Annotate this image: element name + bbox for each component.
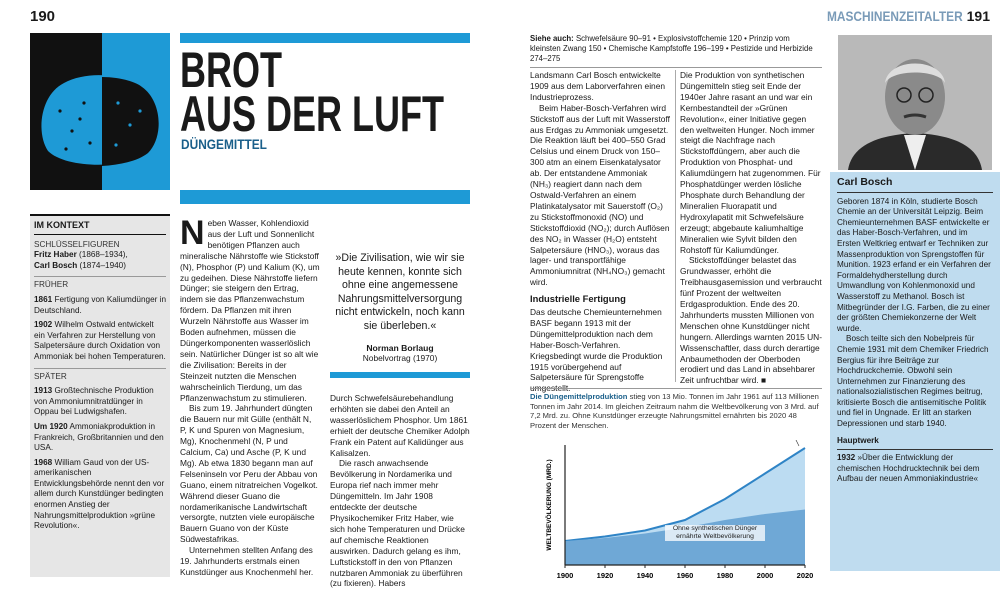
key-figure: Carl Bosch (1874–1940) [34,261,166,272]
year: Um 1920 [34,421,68,431]
chart-subtitle: stieg von 13 Mio. Tonnen im Jahr 1961 au… [530,392,819,430]
see-also: Siehe auch: Schwefelsäure 90–91 • Explos… [530,34,822,68]
page-number: 191 [966,8,990,24]
quote-author: Norman Borlaug [366,343,434,353]
portrait [838,35,992,170]
timeline-item: Um 1920 Ammoniakproduktion in Frankreich… [34,422,166,454]
event: William Gaud von der US-amerikanischen E… [34,457,165,531]
paragraph: Durch Schwefelsäurebehandlung erhöhten s… [330,393,470,458]
x-tick-label: 1980 [717,571,734,580]
timeline-item: 1861 Fertigung von Kaliumdünger in Deuts… [34,295,166,316]
quote-text: »Die Zivilisation, wie wir sie heute ken… [335,252,465,332]
x-tick-label: 1920 [597,571,614,580]
chart: 1900 1920 1940 1960 1980 2000 2020 WELTBEVÖLKER… [544,440,814,580]
x-tick-label: 2020 [797,571,814,580]
timeline-item: 1902 Wilhelm Ostwald entwickelt ein Verf… [34,320,166,362]
see-also-text: Schwefelsäure 90–91 • Explosivstoffchemi… [530,34,813,63]
year: 1861 [34,294,53,304]
text-column: Landsmann Carl Bosch entwickelte 1909 au… [530,70,670,394]
event: Wilhelm Ostwald entwickelt ein Verfahren… [34,320,166,361]
event: Ammoniakproduktion in Frankreich, Großbr… [34,421,164,453]
color-bar [180,33,470,43]
context-heading: IM KONTEXT [34,220,166,235]
title-line: BROT [180,42,282,98]
key-figure: Fritz Haber (1868–1934), [34,250,166,261]
profile-text: Geboren 1874 in Köln, studierte Bosch Ch… [837,196,991,333]
text-column: N eben Wasser, Kohlendioxid aus der Luft… [180,214,320,578]
name: Carl Bosch [34,260,78,270]
text-column: Die Produktion von synthetischen Düngemi… [680,70,822,386]
year: 1902 [34,320,53,330]
section-heading: Industrielle Fertigung [530,293,626,305]
context-label: SPÄTER [34,367,166,383]
bread-illustration [30,33,170,190]
y-axis-label: WELTBEVÖLKERUNG (MRD.) [544,459,553,550]
paragraph: Bis zum 19. Jahrhundert düngten die Baue… [180,403,318,545]
page-number: 190 [30,8,56,25]
years: (1874–1940) [79,260,126,270]
main-work: 1932 »Über die Entwicklung der chemische… [837,453,993,485]
paragraph: Stickstoffdünger belastet das Grundwasse… [680,255,822,386]
x-tick-label: 1940 [637,571,654,580]
year: 1968 [34,457,53,467]
annotation-line [795,440,800,447]
context-box: IM KONTEXT SCHLÜSSELFIGUREN Fritz Haber … [30,214,170,577]
annotation-box: Ohne synthetischen Dünger ernährte Weltb… [665,524,765,541]
section-name: MASCHINENZEITALTER [827,8,963,24]
timeline-item: 1968 William Gaud von der US-amerikanisc… [34,458,166,532]
paragraph: eben Wasser, Kohlendioxid aus der Luft u… [180,218,320,403]
series-label: Ohne synthetischen Dünger ernährte Weltb… [665,524,765,541]
context-label: FRÜHER [34,276,166,291]
paragraph: Die rasch anwachsende Bevölkerung in Nor… [330,458,465,589]
color-bar [180,190,470,204]
chart-caption: Die Düngemittelproduktion stieg von 13 M… [530,388,822,430]
timeline-item: 1913 Großtechnische Produktion von Ammon… [34,386,166,418]
title: BROT AUS DER LUFT [180,42,444,142]
x-tick-label: 2000 [757,571,774,580]
paragraph: Unternehmen stellten Anfang des 19. Jahr… [180,545,314,577]
title-line: AUS DER LUFT [180,86,444,142]
event: Großtechnische Produktion von Ammoniumni… [34,386,154,417]
profile-box: Carl Bosch Geboren 1874 in Köln, studier… [830,172,1000,571]
year: 1932 [837,453,856,463]
text-column: Durch Schwefelsäurebehandlung erhöhten s… [330,393,470,589]
year: 1913 [34,386,53,396]
context-label: SCHLÜSSELFIGUREN [34,239,120,249]
quote-source: Nobelvortrag (1970) [362,353,438,363]
name: Fritz Haber [34,250,77,260]
profile-heading: Hauptwerk [837,436,993,451]
years: (1868–1934), [79,250,128,260]
running-head: MASCHINENZEITALTER 191 [803,8,990,24]
event: Fertigung von Kaliumdünger in Deutschlan… [34,294,167,315]
subtitle: DÜNGEMITTEL [181,136,267,152]
profile-name: Carl Bosch [837,174,993,193]
color-bar [330,372,470,378]
paragraph: Beim Haber-Bosch-Verfahren wird Sticksto… [530,102,670,288]
paragraph: Landsmann Carl Bosch entwickelte 1909 au… [530,70,666,102]
chart-title: Die Düngemittelproduktion [530,392,628,401]
paragraph: Die Produktion von synthetischen Düngemi… [680,70,821,255]
see-also-label: Siehe auch: [530,34,574,43]
column-rule [675,70,676,382]
paragraph: Das deutsche Chemieunternehmen BASF bega… [530,307,663,394]
work-title: »Über die Entwicklung der chemischen Hoc… [837,453,980,484]
x-tick-label: 1900 [557,571,574,580]
line [564,447,806,542]
x-tick-label: 1960 [677,571,694,580]
profile-text: Bosch teilte sich den Nobelpreis für Che… [837,334,989,429]
quote: »Die Zivilisation, wie wir sie heute ken… [332,252,468,363]
drop-cap: N [180,214,205,252]
